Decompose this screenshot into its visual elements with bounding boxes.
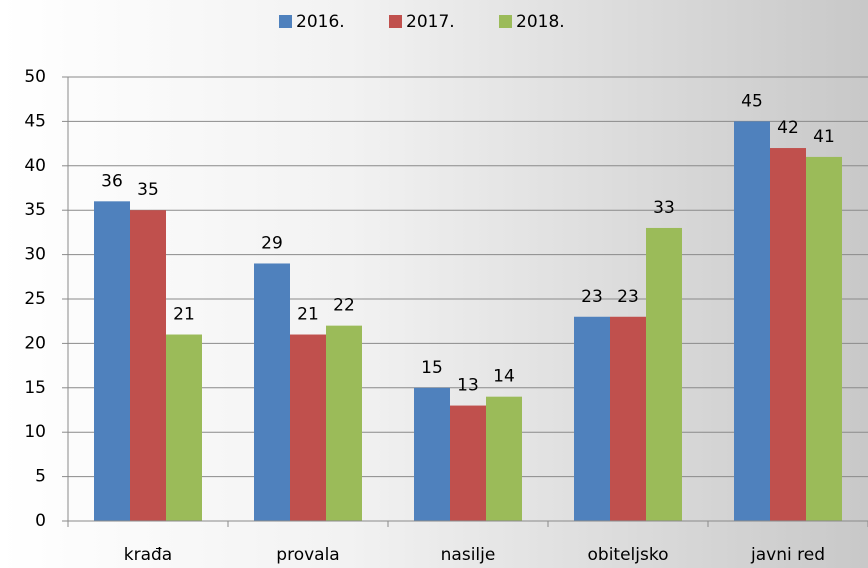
legend-label: 2018.: [516, 12, 565, 32]
data-label: 23: [581, 287, 603, 307]
data-label: 41: [813, 127, 835, 147]
data-label: 23: [617, 287, 639, 307]
bar: [770, 148, 806, 522]
y-tick-label: 5: [35, 467, 46, 487]
data-label: 15: [421, 358, 443, 378]
y-tick-label: 45: [24, 111, 46, 131]
y-tick-label: 10: [24, 422, 46, 442]
data-label: 21: [173, 305, 195, 325]
legend-label: 2016.: [296, 12, 345, 32]
y-tick-label: 15: [24, 378, 46, 398]
bar: [610, 316, 646, 521]
x-tick-label: provala: [276, 545, 339, 565]
bar: [806, 156, 842, 522]
legend-swatch: [499, 15, 512, 28]
bar: [130, 210, 166, 521]
bar: [646, 227, 682, 521]
data-label: 45: [741, 91, 763, 111]
y-tick-label: 25: [24, 289, 46, 309]
y-tick-label: 40: [24, 156, 46, 176]
y-tick-label: 0: [35, 511, 46, 531]
x-tick-label: krađa: [124, 545, 172, 565]
data-label: 29: [261, 233, 283, 253]
bar: [254, 263, 290, 521]
data-label: 22: [333, 296, 355, 316]
data-label: 14: [493, 367, 515, 387]
y-tick-label: 35: [24, 200, 46, 220]
data-label: 33: [653, 198, 675, 218]
x-tick-label: obiteljsko: [588, 545, 669, 565]
bar: [94, 201, 130, 521]
data-label: 21: [297, 305, 319, 325]
data-label: 36: [101, 171, 123, 191]
bar: [734, 121, 770, 522]
data-label: 13: [457, 376, 479, 396]
bar: [486, 396, 522, 521]
y-tick-label: 20: [24, 333, 46, 353]
data-label: 35: [137, 180, 159, 200]
bar: [290, 334, 326, 521]
bar: [166, 334, 202, 521]
legend-swatch: [279, 15, 292, 28]
x-tick-label: javni red: [750, 545, 825, 565]
bar: [574, 316, 610, 521]
legend-label: 2017.: [406, 12, 455, 32]
y-tick-label: 50: [24, 67, 46, 87]
bar: [326, 325, 362, 521]
y-tick-label: 30: [24, 245, 46, 265]
bar: [414, 387, 450, 521]
bar: [450, 405, 486, 521]
x-tick-label: nasilje: [441, 545, 496, 565]
data-label: 42: [777, 118, 799, 138]
legend-swatch: [389, 15, 402, 28]
